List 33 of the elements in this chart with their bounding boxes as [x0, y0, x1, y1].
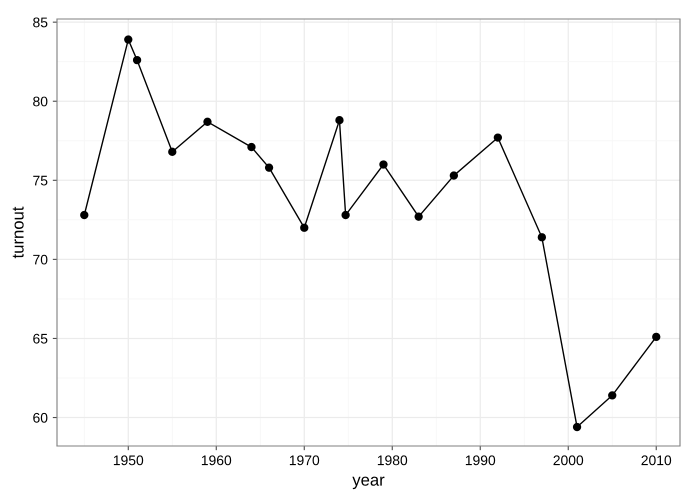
- point: [341, 210, 350, 220]
- point: [538, 233, 546, 242]
- x-tick-label: 2010: [641, 455, 672, 466]
- y-tick-label: 80: [33, 96, 48, 106]
- y-tick-label: 60: [33, 412, 48, 423]
- point: [494, 133, 502, 142]
- point: [247, 142, 256, 152]
- point: [132, 56, 142, 64]
- point: [652, 332, 660, 342]
- x-tick-label: 2000: [554, 455, 584, 466]
- point: [80, 210, 88, 220]
- y-tick-label: 85: [33, 17, 48, 28]
- point: [608, 391, 616, 400]
- point: [168, 148, 176, 156]
- y-tick-label: 75: [33, 176, 48, 186]
- point: [414, 212, 423, 221]
- x-tick-label: 1950: [114, 455, 144, 466]
- x-axis-title: year: [352, 476, 384, 490]
- point: [124, 35, 132, 44]
- point: [335, 116, 344, 124]
- point: [203, 118, 212, 126]
- point: [379, 160, 388, 169]
- y-axis-title: turnout: [12, 206, 24, 258]
- x-tick-label: 1960: [202, 455, 232, 466]
- y-tick-label: 65: [33, 334, 48, 344]
- point: [264, 163, 274, 172]
- point: [450, 171, 458, 180]
- x-tick-label: 1990: [466, 455, 496, 466]
- y-tick-label: 70: [33, 254, 48, 265]
- point: [300, 224, 308, 232]
- x-tick-label: 1970: [290, 455, 320, 466]
- point: [572, 422, 582, 432]
- x-tick-label: 1980: [378, 455, 408, 466]
